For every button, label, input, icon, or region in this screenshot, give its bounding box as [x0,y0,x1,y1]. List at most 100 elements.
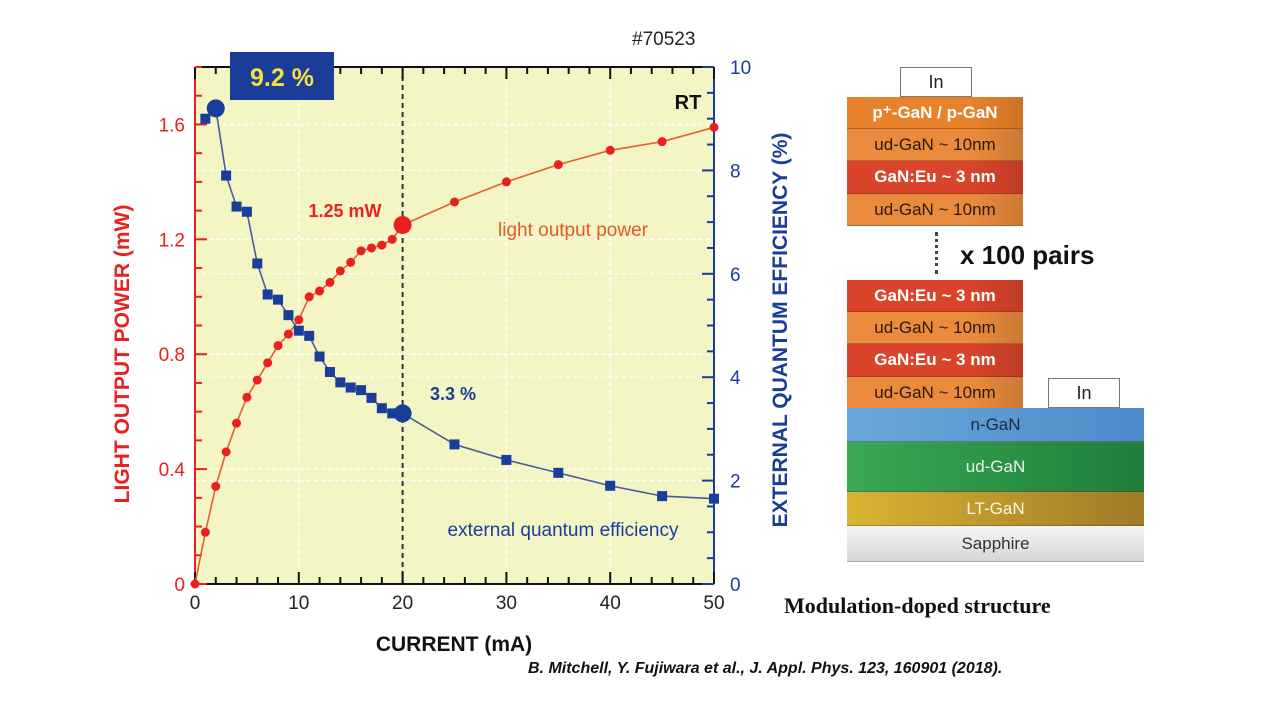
eqe-data-point [324,367,335,378]
power-data-point [325,277,335,287]
eqe-curve-label: external quantum efficiency [448,520,679,541]
highlight-point [206,99,225,118]
power-point-label: 1.25 mW [308,201,381,221]
layer-ud-gan-10nm: ud-GaN ~ 10nm [847,194,1023,226]
structure-caption: Modulation-doped structure [784,593,1051,618]
x-axis-label: CURRENT (mA) [376,633,532,656]
power-data-point [252,375,262,385]
power-data-point [709,122,719,132]
power-data-point [657,137,667,147]
power-data-point [221,447,231,457]
eqe-point-label: 3.3 % [430,384,476,404]
y-right-tick-label: 2 [730,472,741,493]
eqe-data-point [304,330,315,341]
series [190,99,719,589]
layer-gan-eu-3-nm: GaN:Eu ~ 3 nm [847,280,1023,312]
power-data-point [450,197,459,207]
y-left-tick-label: 0.8 [159,345,185,366]
power-data-point [273,341,283,351]
eqe-data-point [345,382,356,393]
layer-gan-eu-3-nm: GaN:Eu ~ 3 nm [847,161,1023,194]
layer-ud-gan-10nm: ud-GaN ~ 10nm [847,377,1023,409]
eqe-data-point [366,392,377,403]
top-contact-in: In [900,67,972,97]
layer-n-gan: n-GaN [847,408,1144,442]
y-right-tick-label: 10 [730,58,751,79]
layer-ud-gan-10nm: ud-GaN ~ 10nm [847,129,1023,161]
power-data-point [283,329,293,339]
power-data-point [304,292,314,302]
power-data-point [190,579,200,589]
x-tick-label: 0 [190,593,201,614]
power-data-point [605,145,615,155]
power-data-point [232,418,242,428]
eqe-data-point [387,408,398,419]
layer-gan-eu-3-nm: GaN:Eu ~ 3 nm [847,344,1023,377]
power-data-point [366,243,376,253]
y-left-tick-label: 1.2 [159,230,185,251]
y-right-tick-label: 8 [730,161,741,182]
power-data-point [356,246,366,256]
peak-eqe-box [230,52,334,100]
power-data-point [263,358,273,368]
layer-lt-gan: LT-GaN [847,492,1144,526]
y-left-tick-label: 1.6 [159,115,185,136]
y-axis-left-label: LIGHT OUTPUT POWER (mW) [111,205,134,504]
eqe-data-point [356,385,367,396]
x-tick-label: 30 [496,593,517,614]
y-left-tick-label: 0 [174,575,185,596]
power-data-point [501,177,511,187]
x-tick-label: 50 [703,593,724,614]
power-data-point [335,266,345,276]
highlight-point [393,215,412,234]
eqe-data-point [273,294,284,305]
eqe-data-point [200,113,211,124]
eqe-data-point [553,467,564,478]
grid-lines [195,67,714,584]
x-tick-label: 40 [600,593,621,614]
eqe-data-point [376,403,387,414]
x-tick-label: 10 [288,593,309,614]
sample-id: #70523 [632,29,696,50]
eqe-data-point [252,258,263,269]
power-data-point [346,257,356,267]
repeat-label: x 100 pairs [960,240,1095,270]
power-data-point [553,160,563,170]
power-data-point [211,481,221,491]
y-left-tick-label: 0.4 [159,460,186,481]
y-right-tick-label: 4 [730,368,741,389]
power-data-point [294,315,304,325]
eqe-data-point [335,377,346,388]
eqe-data-point [293,325,304,336]
y-axis-right-label: EXTERNAL QUANTUM EFFICIENCY (%) [769,133,792,528]
power-curve-label: light output power [498,220,649,241]
eqe-data-point [221,170,232,181]
axis-labels: CURRENT (mA) LIGHT OUTPUT POWER (mW) EXT… [111,133,792,656]
annotations: 9.2 % RT 1.25 mW 3.3 % light output powe… [230,52,701,541]
layer-ud-gan-10nm: ud-GaN ~ 10nm [847,312,1023,344]
repeat-connector [935,232,938,274]
power-data-point [377,240,387,250]
eqe-data-point [449,439,460,450]
citation: B. Mitchell, Y. Fujiwara et al., J. Appl… [528,660,1003,677]
y-right-tick-label: 6 [730,265,741,286]
side-contact-in: In [1048,378,1120,408]
power-data-point [200,527,210,537]
peak-eqe-label: 9.2 % [250,64,314,92]
eqe-data-point [231,201,242,212]
layer-sapphire: Sapphire [847,526,1144,562]
eqe-data-point [283,310,294,321]
eqe-data-point [709,493,719,504]
power-data-point [387,234,397,244]
power-data-point [242,392,252,402]
condition-label: RT [675,92,702,114]
eqe-data-point [262,289,273,300]
eqe-data-point [314,351,325,362]
eqe-data-point [657,491,668,502]
x-tick-label: 20 [392,593,413,614]
y-right-tick-label: 0 [730,575,741,596]
eqe-data-point [605,480,616,491]
layer-p-gan-p-gan: p⁺-GaN / p-GaN [847,97,1023,129]
series-line-eqe [204,106,715,500]
